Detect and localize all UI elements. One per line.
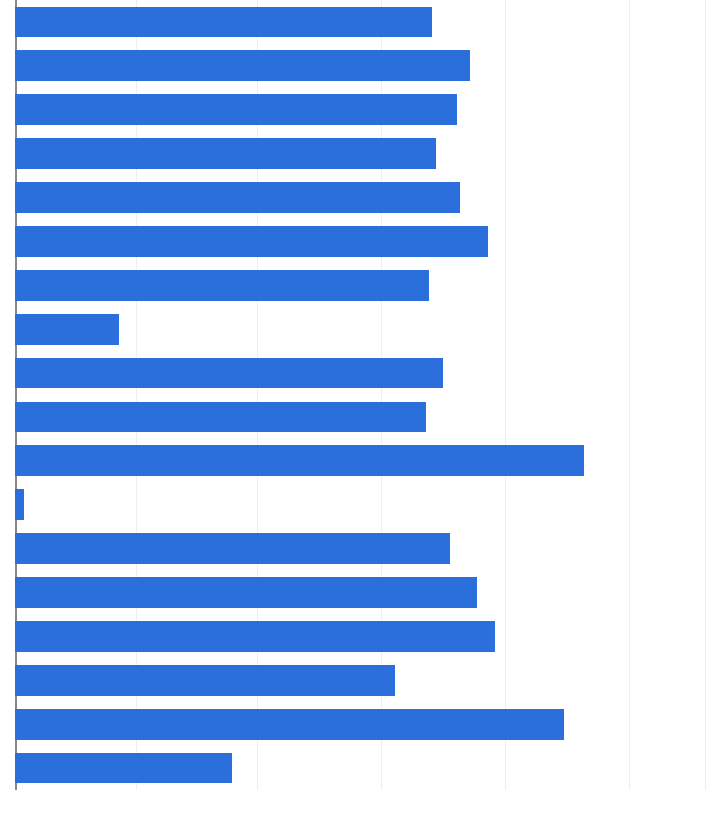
bar <box>15 577 477 608</box>
bars-wrapper <box>15 0 705 790</box>
bar-slot <box>15 702 705 746</box>
bar <box>15 489 24 520</box>
bar-slot <box>15 219 705 263</box>
bar-slot <box>15 44 705 88</box>
bar <box>15 445 584 476</box>
bar-slot <box>15 0 705 44</box>
bar-slot <box>15 614 705 658</box>
bar <box>15 533 450 564</box>
bar-slot <box>15 527 705 571</box>
bar <box>15 270 429 301</box>
bar-slot <box>15 571 705 615</box>
bar <box>15 358 443 389</box>
bar-slot <box>15 176 705 220</box>
gridline <box>705 0 706 790</box>
bar-slot <box>15 132 705 176</box>
bar <box>15 182 460 213</box>
bar <box>15 753 232 784</box>
bar <box>15 709 564 740</box>
bar <box>15 621 495 652</box>
plot-area <box>15 0 705 790</box>
bar <box>15 138 436 169</box>
bar <box>15 50 470 81</box>
bar-slot <box>15 88 705 132</box>
chart-container <box>0 0 720 831</box>
bar <box>15 94 457 125</box>
bar-slot <box>15 439 705 483</box>
bar-slot <box>15 483 705 527</box>
bar-slot <box>15 351 705 395</box>
bar-slot <box>15 395 705 439</box>
bar <box>15 665 395 696</box>
bar <box>15 402 426 433</box>
bar-slot <box>15 658 705 702</box>
bar <box>15 226 488 257</box>
bar <box>15 7 432 38</box>
bar-slot <box>15 307 705 351</box>
bar <box>15 314 119 345</box>
bar-slot <box>15 263 705 307</box>
bar-slot <box>15 746 705 790</box>
